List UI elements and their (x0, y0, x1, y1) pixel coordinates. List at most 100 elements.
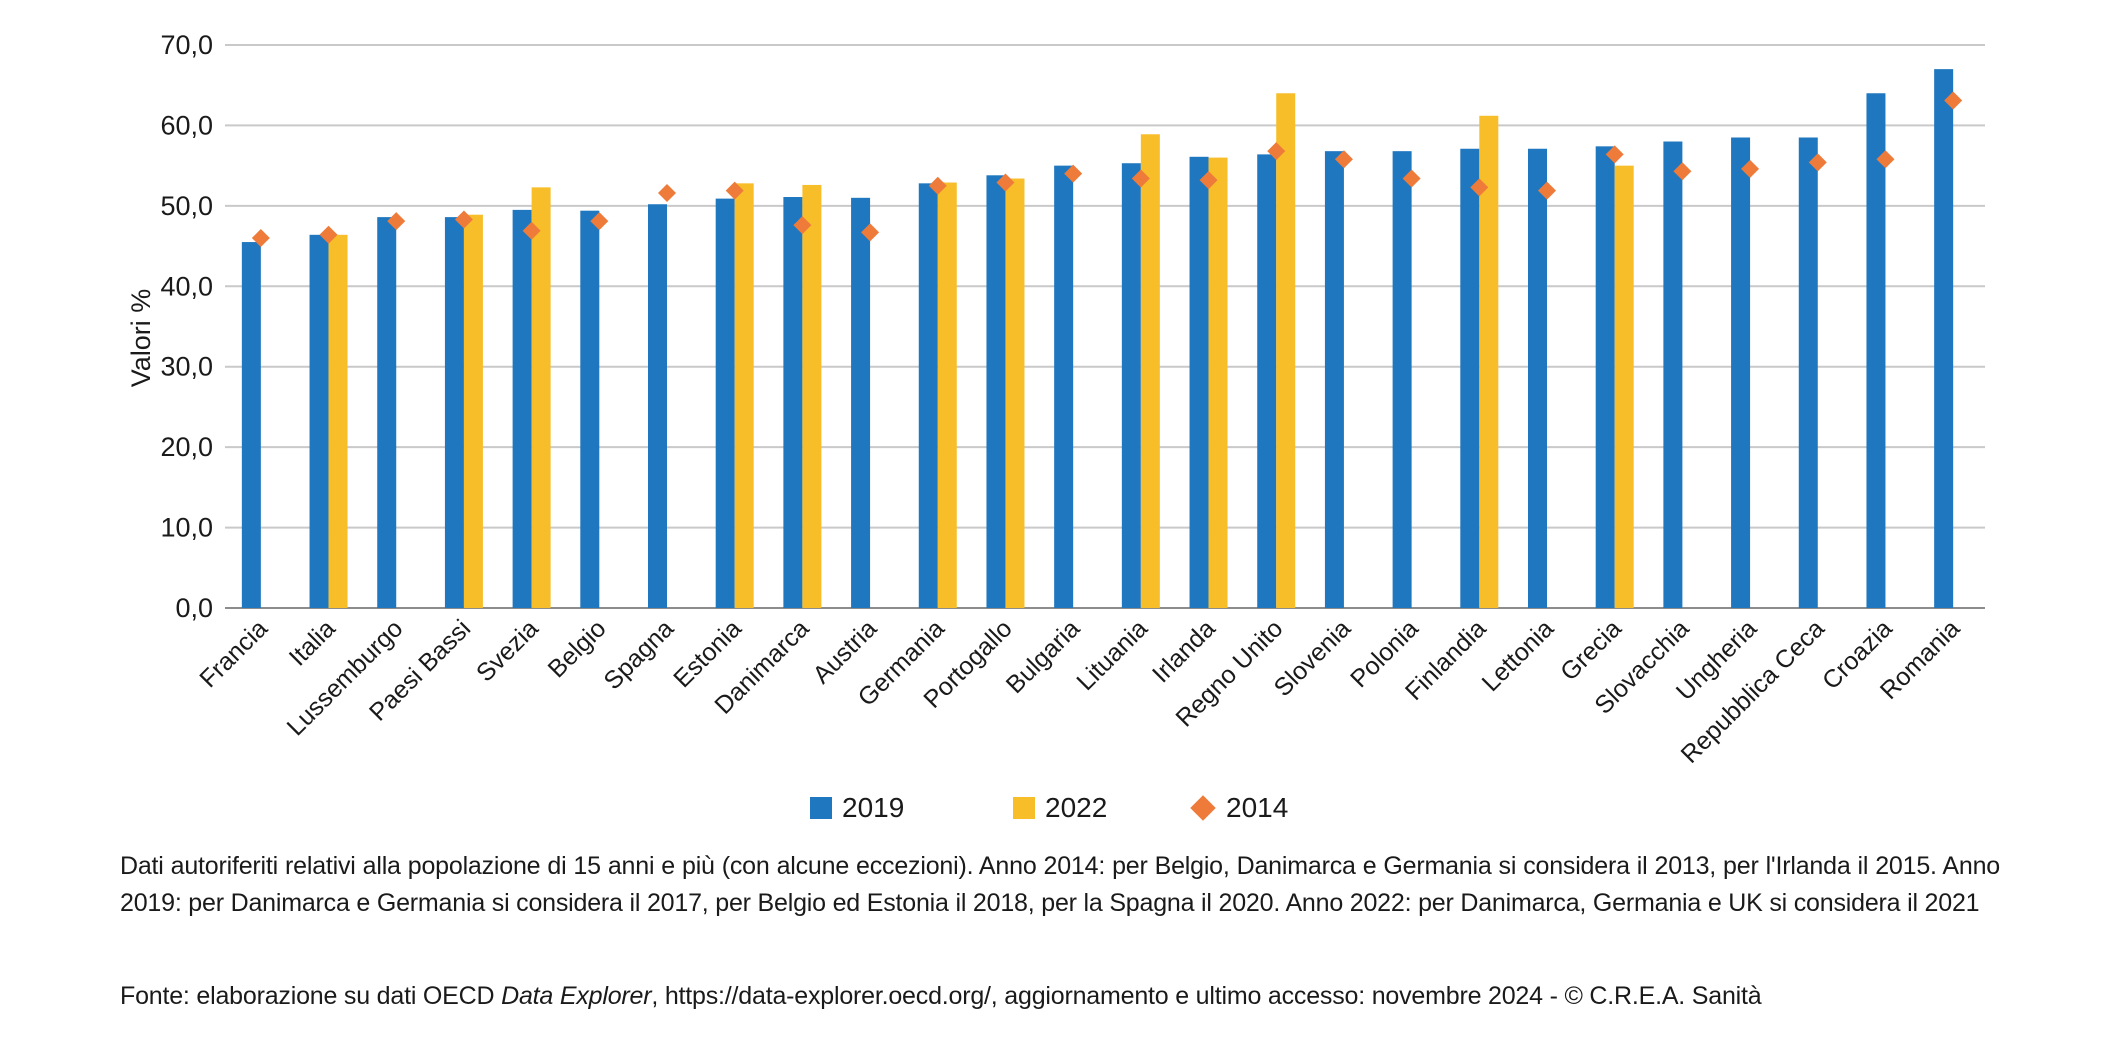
legend-swatch-2019 (810, 797, 832, 819)
source-prefix: Fonte: elaborazione su dati OECD (120, 982, 502, 1010)
x-tick-label: Svezia (471, 614, 544, 687)
marker-2014-regno-unito (1267, 142, 1286, 161)
x-tick-label: Bulgaria (1001, 614, 1086, 699)
y-tick-label: 70,0 (160, 30, 213, 60)
legend-item-2022: 2022 (1013, 790, 1107, 826)
marker-2014-bulgaria (1064, 164, 1083, 183)
marker-2014-danimarca (793, 216, 812, 235)
bar-2022-estonia (734, 183, 754, 608)
legend: 2019 2022 2014 (0, 790, 2127, 826)
bar-2022-svezia (531, 187, 551, 608)
bar-2022-portogallo (1005, 178, 1025, 609)
bar-2019-ungheria (1731, 137, 1751, 608)
source-suffix: , https://data-explorer.oecd.org/, aggio… (651, 982, 1762, 1010)
x-tick-label: Francia (194, 614, 273, 693)
marker-2014-spagna (658, 183, 676, 202)
chart-source: Fonte: elaborazione su dati OECD Data Ex… (120, 978, 2000, 1015)
legend-label-2014: 2014 (1226, 792, 1289, 823)
bars (241, 69, 1954, 609)
y-tick-label: 60,0 (160, 110, 213, 140)
x-tick-label: Italia (284, 614, 341, 671)
legend-diamond-2014 (1190, 795, 1216, 821)
markers-2014 (251, 91, 1963, 248)
marker-2014-lituania (1131, 169, 1150, 188)
bar-2019-regno-unito (1257, 154, 1277, 608)
bar-2019-danimarca (783, 197, 803, 608)
marker-2014-francia (251, 229, 270, 248)
bar-2019-lituania (1121, 163, 1141, 609)
bar-2019-polonia (1392, 151, 1412, 608)
bar-2019-croazia (1866, 93, 1886, 608)
source-italic: Data Explorer (501, 982, 652, 1010)
marker-2014-slovenia (1334, 150, 1353, 169)
x-tick-label: Spagna (598, 614, 679, 695)
gridlines (225, 44, 1985, 609)
bar-2019-lettonia (1528, 148, 1547, 608)
marker-2014-irlanda (1199, 171, 1218, 190)
marker-2014-slovacchia (1673, 162, 1692, 181)
bar-2019-repubblica-ceca (1798, 137, 1818, 608)
marker-2014-ungheria (1741, 159, 1760, 178)
marker-2014-paesi-bassi (454, 210, 473, 229)
bar-2019-austria (851, 197, 871, 609)
bar-2022-finlandia (1479, 115, 1499, 608)
legend-label-2022: 2022 (1045, 792, 1108, 823)
marker-2014-polonia (1402, 169, 1421, 188)
marker-2014-belgio (590, 212, 609, 231)
bar-2019-spagna (648, 204, 667, 608)
bar-2019-francia (241, 242, 261, 609)
bar-2019-grecia (1595, 146, 1615, 608)
legend-item-2014: 2014 (1190, 790, 1288, 826)
marker-2014-germania (928, 176, 947, 195)
marker-2014-svezia (522, 221, 541, 240)
marker-2014-romania (1944, 91, 1963, 110)
y-axis-label: Valori % (126, 289, 156, 388)
y-tick-label: 10,0 (160, 513, 213, 543)
bar-2019-bulgaria (1054, 165, 1074, 608)
bar-2019-irlanda (1189, 156, 1209, 608)
bar-2022-grecia (1614, 165, 1634, 608)
bar-2022-danimarca (802, 184, 822, 608)
bar-2019-romania (1934, 69, 1954, 609)
marker-2014-lussemburgo (387, 212, 406, 231)
y-axis-ticks: 0,0 10,0 20,0 30,0 40,0 50,0 60,0 70,0 (160, 30, 213, 623)
bar-2022-germania (937, 182, 957, 609)
chart-note: Dati autoriferiti relativi alla popolazi… (120, 852, 2000, 917)
marker-2014-austria (861, 223, 880, 242)
bar-2019-svezia (512, 209, 532, 608)
marker-2014-croazia (1876, 150, 1895, 169)
y-tick-label: 50,0 (160, 191, 213, 221)
marker-2014-finlandia (1470, 178, 1489, 197)
marker-2014-portogallo (996, 173, 1015, 192)
bar-2019-estonia (715, 198, 735, 608)
bar-2022-irlanda (1208, 157, 1228, 608)
bar-2022-regno-unito (1276, 93, 1296, 608)
marker-2014-lettonia (1538, 181, 1556, 200)
legend-item-2019: 2019 (810, 790, 904, 826)
bar-2022-paesi-bassi (463, 214, 483, 608)
bar-2019-slovacchia (1663, 141, 1683, 608)
bar-2019-finlandia (1460, 148, 1480, 608)
y-tick-label: 20,0 (160, 432, 213, 462)
marker-2014-grecia (1605, 145, 1624, 164)
marker-2014-italia (319, 225, 338, 244)
y-tick-label: 30,0 (160, 352, 213, 382)
bar-2019-paesi-bassi (444, 217, 464, 609)
x-tick-label: Lituania (1071, 614, 1153, 696)
bar-chart: 0,0 10,0 20,0 30,0 40,0 50,0 60,0 70,0 Valori %… (126, 30, 1985, 769)
legend-swatch-2022 (1013, 797, 1035, 819)
bar-2019-lussemburgo (377, 217, 397, 609)
bar-2022-lituania (1140, 134, 1160, 609)
bar-2022-italia (328, 234, 348, 608)
marker-2014-estonia (725, 181, 744, 200)
y-tick-label: 0,0 (175, 593, 213, 623)
y-tick-label: 40,0 (160, 271, 213, 301)
bar-2019-italia (309, 234, 329, 608)
bar-2019-slovenia (1324, 151, 1344, 608)
x-tick-label: Lettonia (1477, 614, 1560, 697)
bar-2019-belgio (580, 210, 600, 608)
bar-2019-portogallo (986, 175, 1006, 608)
legend-label-2019: 2019 (842, 792, 905, 823)
bar-2019-germania (918, 183, 938, 608)
